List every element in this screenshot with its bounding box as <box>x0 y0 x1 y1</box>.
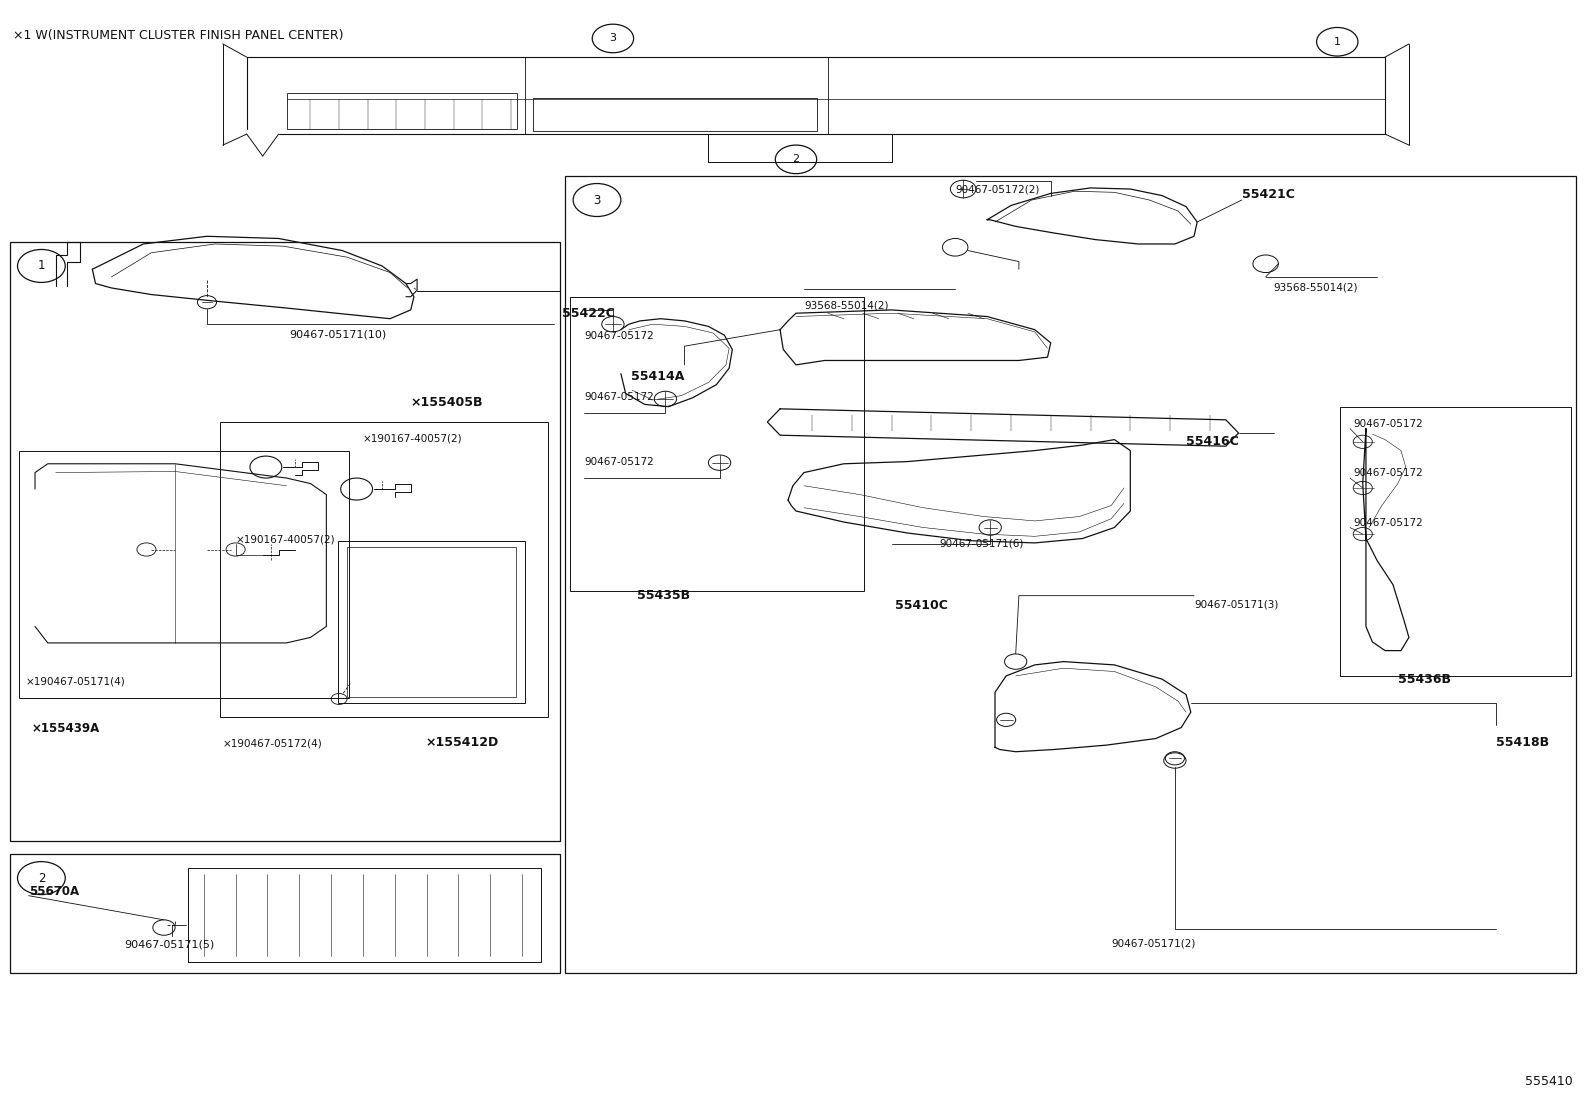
Bar <box>220 422 548 717</box>
Bar <box>533 98 817 131</box>
Text: 93568-55014(2): 93568-55014(2) <box>1274 282 1358 293</box>
Text: 90467-05172(2): 90467-05172(2) <box>955 185 1040 195</box>
Text: 90467-05172: 90467-05172 <box>1353 419 1423 429</box>
Text: ×155439A: ×155439A <box>32 722 100 735</box>
Text: 55416C: 55416C <box>1186 435 1239 448</box>
Text: 1: 1 <box>1334 36 1340 47</box>
Text: 93568-55014(2): 93568-55014(2) <box>804 300 888 310</box>
Text: 55414A: 55414A <box>630 370 685 384</box>
Text: 90467-05171(10): 90467-05171(10) <box>290 330 387 340</box>
Bar <box>10 854 560 973</box>
Text: 3: 3 <box>610 33 616 44</box>
Text: 90467-05172: 90467-05172 <box>1353 518 1423 528</box>
Text: ×190167-40057(2): ×190167-40057(2) <box>363 434 463 444</box>
Bar <box>338 541 525 703</box>
Text: 55670A: 55670A <box>29 885 78 898</box>
Text: ×1 W(INSTRUMENT CLUSTER FINISH PANEL CENTER): ×1 W(INSTRUMENT CLUSTER FINISH PANEL CEN… <box>13 29 344 42</box>
Text: 55422C: 55422C <box>562 307 615 320</box>
Text: 55435B: 55435B <box>637 589 689 602</box>
Text: 2: 2 <box>38 872 45 885</box>
Text: ×190467-05171(4): ×190467-05171(4) <box>25 677 126 687</box>
Text: 2: 2 <box>793 154 799 165</box>
Text: 3: 3 <box>594 193 600 207</box>
Text: ×190467-05172(4): ×190467-05172(4) <box>223 739 323 748</box>
Text: ×190167-40057(2): ×190167-40057(2) <box>236 534 336 544</box>
Bar <box>19 451 349 698</box>
Text: 55436B: 55436B <box>1398 673 1450 686</box>
Text: 555410: 555410 <box>1525 1075 1573 1088</box>
Text: 55421C: 55421C <box>1242 188 1294 201</box>
Text: 55418B: 55418B <box>1496 736 1549 750</box>
Text: ×155412D: ×155412D <box>425 736 498 750</box>
Text: 1: 1 <box>38 259 45 273</box>
Bar <box>570 297 864 591</box>
Text: 90467-05172: 90467-05172 <box>584 331 654 341</box>
Text: 90467-05172: 90467-05172 <box>1353 468 1423 478</box>
Bar <box>10 242 560 841</box>
Text: 90467-05171(6): 90467-05171(6) <box>939 539 1024 548</box>
Text: 90467-05172: 90467-05172 <box>584 392 654 402</box>
Text: 90467-05172: 90467-05172 <box>584 457 654 467</box>
Bar <box>565 176 1576 973</box>
Text: 90467-05171(5): 90467-05171(5) <box>124 940 215 950</box>
Text: 90467-05171(3): 90467-05171(3) <box>1194 599 1278 610</box>
Bar <box>347 547 516 697</box>
Text: ×155405B: ×155405B <box>411 396 484 409</box>
Bar <box>287 93 517 129</box>
Text: 90467-05171(2): 90467-05171(2) <box>1111 939 1196 948</box>
Text: 55410C: 55410C <box>895 599 947 612</box>
Bar <box>1340 407 1571 676</box>
